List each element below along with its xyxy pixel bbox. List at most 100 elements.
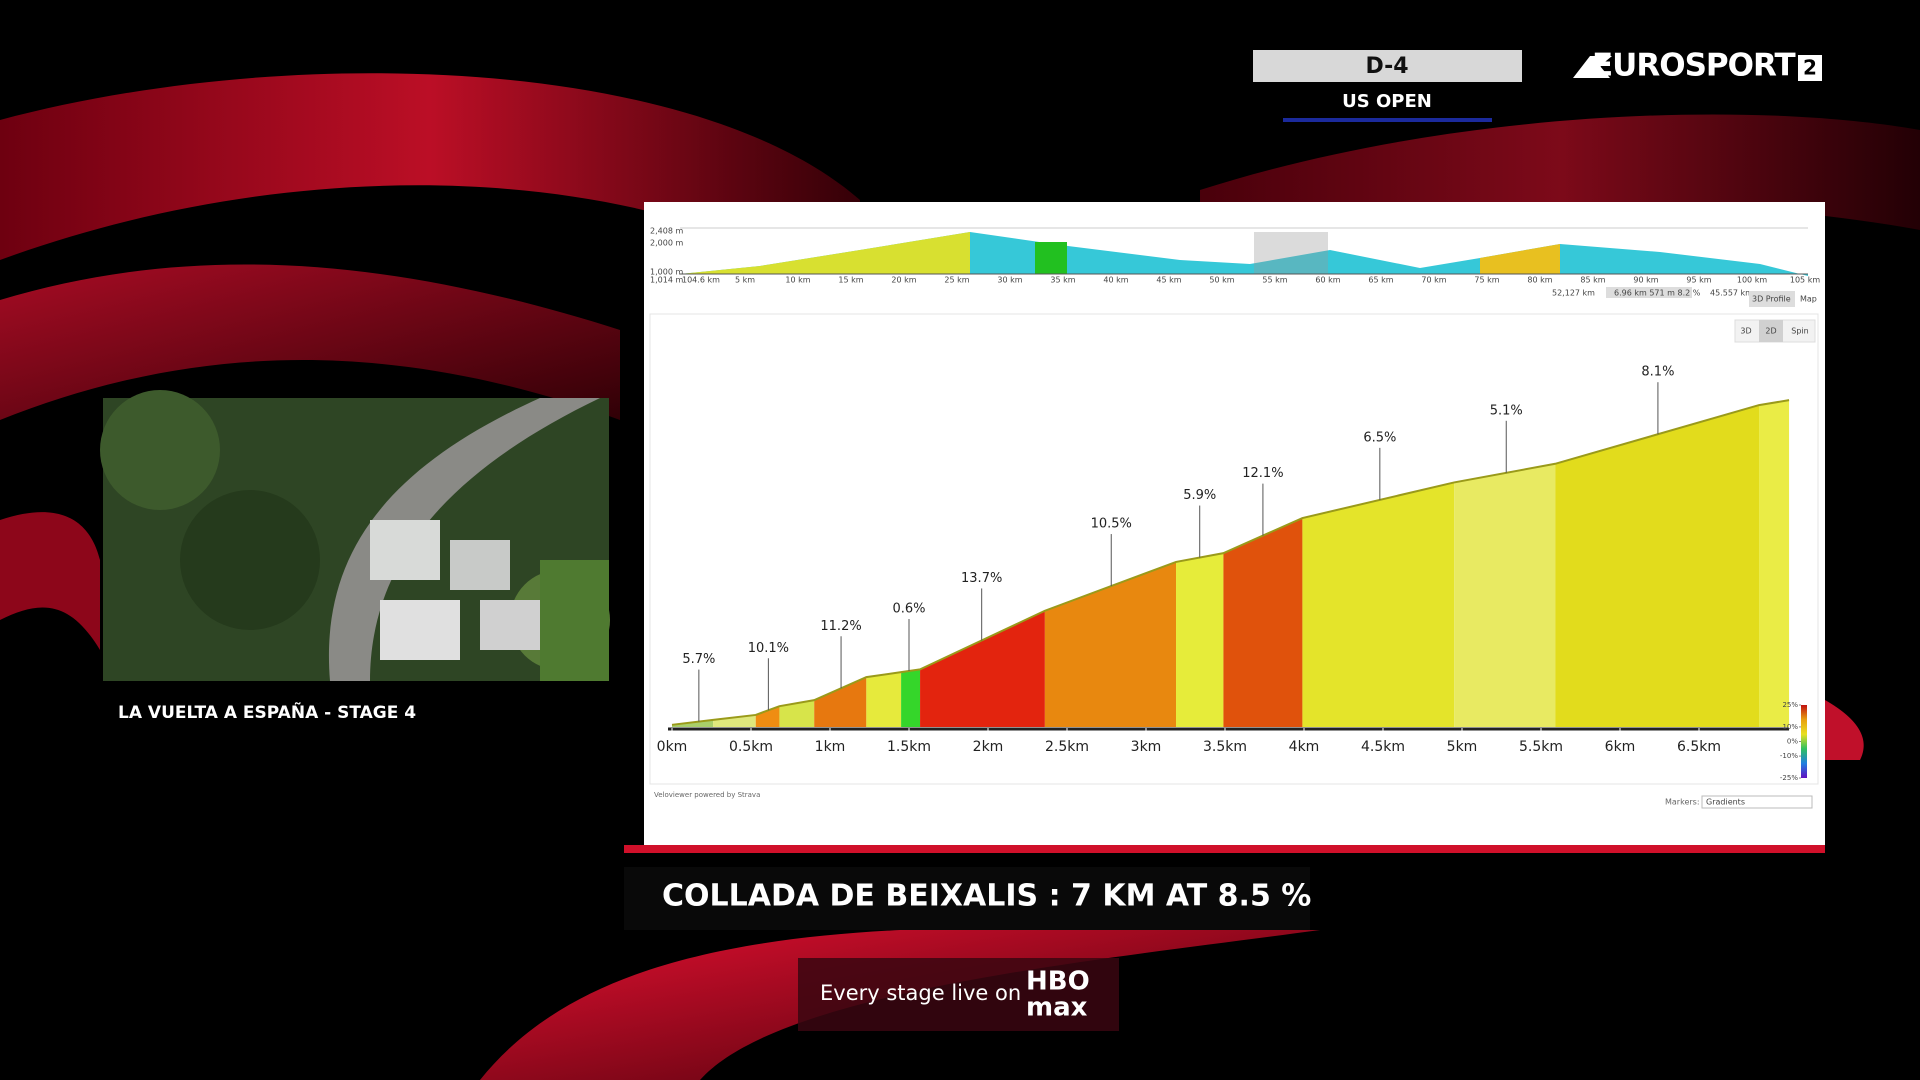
overview-x-label: 70 km (1421, 276, 1446, 285)
markers-select[interactable] (1701, 795, 1813, 809)
overview-x-label: 80 km (1527, 276, 1552, 285)
profile-segment (1223, 518, 1303, 727)
channel-logo: EUROSPORT (1592, 48, 1795, 84)
overview-x-label: 75 km (1474, 276, 1499, 285)
overview-x-label: 35 km (1050, 276, 1075, 285)
panel-accent (624, 845, 1825, 853)
climb-title: COLLADA DE BEIXALIS : 7 KM AT 8.5 % (662, 879, 1311, 914)
elevation-chart: 0km 0.5km 1km 1.5km 2km 2.5km 3km 3.5km 4km 4.5km… (657, 365, 1807, 782)
colorbar-label: 10% (1782, 723, 1798, 731)
overview-x-label: 65 km (1368, 276, 1393, 285)
x-tick-label: 5.5km (1519, 739, 1563, 755)
colorbar-label: -10% (1780, 752, 1798, 760)
markers-value[interactable]: Gradients (1706, 798, 1745, 807)
overview-y-label: 2,000 m (650, 239, 683, 248)
x-tick-label: 2km (973, 739, 1004, 755)
overview-y-label: 2,408 m (650, 227, 683, 236)
marker-label: 10.5% (1091, 517, 1132, 532)
overview-x-label: 15 km (838, 276, 863, 285)
profile-segment (713, 714, 756, 727)
x-tick-label: 3km (1131, 739, 1162, 755)
overview-x-label: 5 km (735, 276, 755, 285)
profile-segment (1759, 400, 1790, 727)
marker-label: 10.1% (748, 641, 789, 656)
building (480, 600, 540, 650)
tree (180, 490, 320, 630)
swoosh (0, 73, 860, 300)
marker-label: 13.7% (961, 571, 1002, 586)
profile-segment (1555, 405, 1760, 727)
view-button[interactable]: 2D (1765, 327, 1776, 336)
overview-x-label: 45 km (1156, 276, 1181, 285)
video-caption: LA VUELTA A ESPAÑA - STAGE 4 (118, 700, 416, 723)
overview-stat-box (1606, 287, 1692, 298)
overview-x-label: 100 km (1737, 276, 1767, 285)
promo-box (798, 958, 1119, 1031)
channel-number: 2 (1803, 56, 1817, 80)
event: US OPEN (1342, 91, 1432, 112)
x-tick-label: 1km (815, 739, 846, 755)
overview-stat: 45.557 km (1710, 289, 1753, 298)
overview: 2,408 m 2,000 m 1,000 m 1,014 m 104.6 km… (650, 227, 1820, 307)
overview-x-label: 25 km (944, 276, 969, 285)
marker-label: 12.1% (1242, 466, 1283, 481)
event-underline (1283, 118, 1492, 122)
building (380, 600, 460, 660)
profile-segment (1176, 553, 1224, 727)
credit: Veloviewer powered by Strava (654, 791, 760, 799)
countdown-box (1253, 50, 1522, 82)
colorbar (1801, 705, 1807, 778)
overview-x-label: 50 km (1209, 276, 1234, 285)
x-tick-label: 4km (1289, 739, 1320, 755)
profile-segment (755, 706, 780, 727)
profile-segment (866, 672, 902, 727)
profile-segment (1454, 463, 1556, 727)
overview-segment (1480, 244, 1560, 274)
marker-label: 0.6% (892, 602, 925, 617)
marker-label: 5.7% (682, 652, 715, 667)
building (370, 520, 440, 580)
promo-text: Every stage live on (820, 981, 1021, 1005)
overview-x-label: 10 km (785, 276, 810, 285)
marker-label: 5.9% (1183, 488, 1216, 503)
tab-active[interactable] (1749, 291, 1795, 307)
countdown: D-4 (1365, 54, 1408, 79)
x-tick-label: 4.5km (1361, 739, 1405, 755)
overview-y-label: 1,000 m (650, 268, 683, 277)
overview-start-label: 1,014 m (650, 276, 683, 285)
x-tick-label: 6.5km (1677, 739, 1721, 755)
view-button[interactable]: Spin (1791, 327, 1808, 336)
colorbar-label: 0% (1787, 738, 1798, 746)
x-tick-label: 6km (1605, 739, 1636, 755)
video (100, 390, 610, 681)
overview-x-label: 95 km (1686, 276, 1711, 285)
profile-segment (920, 610, 1045, 727)
marker-label: 11.2% (820, 619, 861, 634)
logo-star (1573, 56, 1612, 78)
view-button[interactable]: 3D (1740, 327, 1751, 336)
swoosh (0, 512, 100, 650)
overview-x-label: 40 km (1103, 276, 1128, 285)
tree (100, 390, 220, 510)
markers-label: Markers: (1665, 798, 1700, 807)
colorbar-label: -25% (1780, 774, 1798, 782)
overview-x-label: 105 km (1790, 276, 1820, 285)
overview-x-label: 20 km (891, 276, 916, 285)
tab[interactable]: 3D Profile (1752, 295, 1791, 304)
marker-label: 5.1% (1490, 403, 1523, 418)
colorbar-label: 25% (1782, 701, 1798, 709)
marker-label: 8.1% (1641, 365, 1674, 380)
profile-segment (779, 700, 815, 727)
profile-segment (901, 669, 921, 727)
profile-segment (1044, 561, 1177, 727)
swoosh (480, 930, 1320, 1080)
tab[interactable]: Map (1800, 295, 1817, 304)
overview-x-label: 30 km (997, 276, 1022, 285)
view-active[interactable] (1759, 320, 1783, 342)
brand-bottom: max (1026, 993, 1088, 1023)
overview-segment (1035, 242, 1067, 274)
x-tick-label: 1.5km (887, 739, 931, 755)
overview-stat: 52,127 km (1552, 289, 1595, 298)
brand-top: HBO (1026, 967, 1090, 997)
